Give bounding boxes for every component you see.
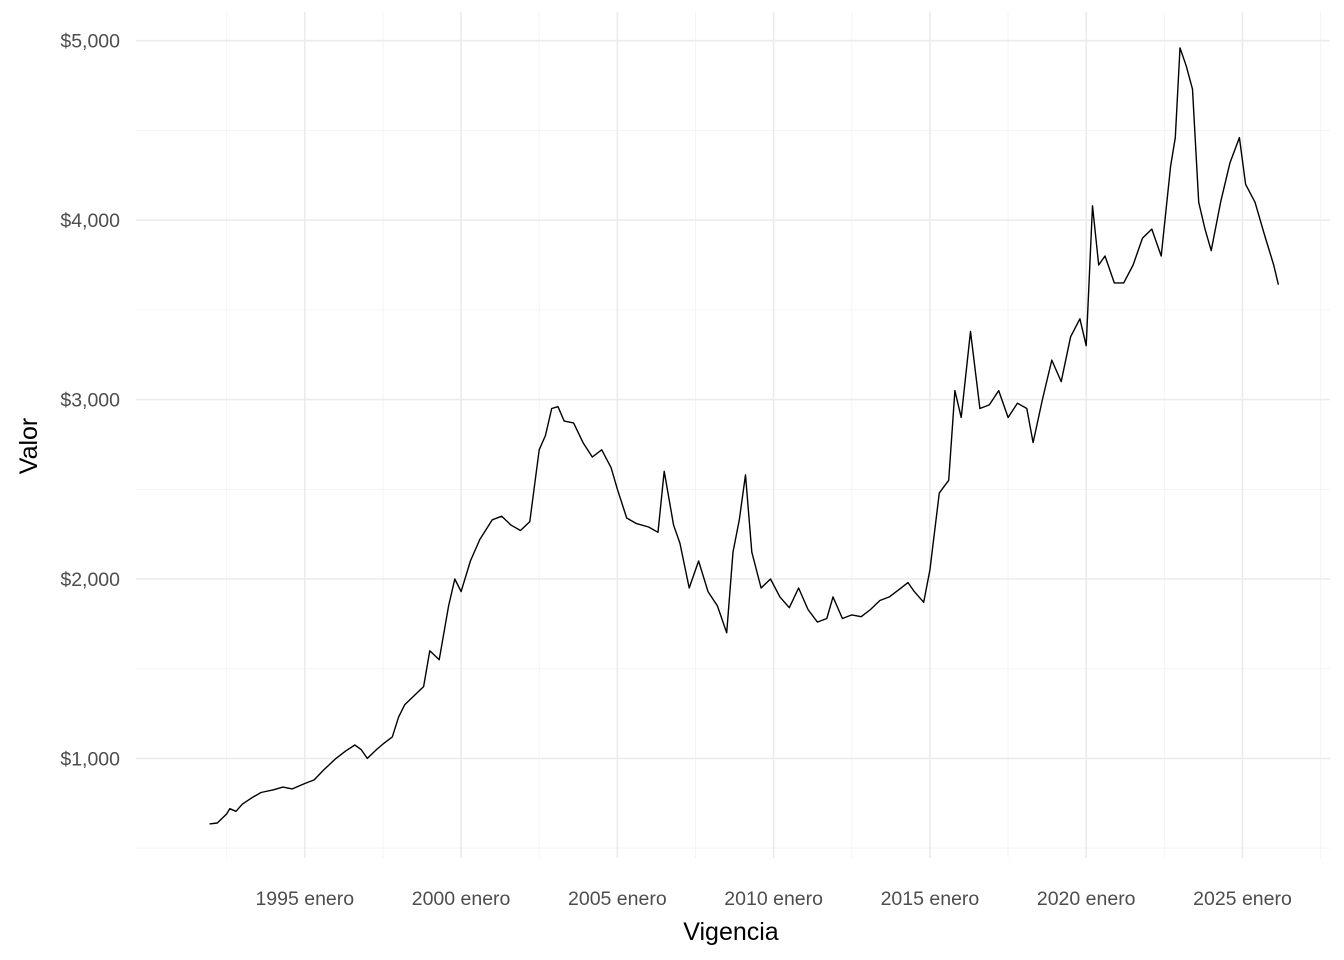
x-axis-tick-labels: 1995 enero 2000 enero 2005 enero 2010 enero… xyxy=(255,888,1292,910)
x-tick-label: 2025 enero xyxy=(1193,888,1292,910)
x-tick-label: 2015 enero xyxy=(881,888,980,910)
major-gridlines-y xyxy=(136,39,1330,760)
y-tick-label: $1,000 xyxy=(60,748,120,770)
y-tick-label: $2,000 xyxy=(60,569,120,591)
x-tick-label: 2000 enero xyxy=(412,888,511,910)
series-line xyxy=(209,47,1280,825)
x-axis-title: Vigencia xyxy=(683,918,779,946)
major-gridlines-x xyxy=(303,12,1244,858)
y-axis-title: Valor xyxy=(15,418,43,475)
x-tick-label: 2020 enero xyxy=(1037,888,1136,910)
minor-gridlines-y xyxy=(136,129,1330,849)
x-tick-label: 2010 enero xyxy=(724,888,823,910)
y-tick-label: $3,000 xyxy=(60,390,120,412)
y-axis-tick-labels: $1,000 $2,000 $3,000 $4,000 $5,000 xyxy=(60,31,120,771)
x-tick-label: 2005 enero xyxy=(568,888,667,910)
y-tick-label: $5,000 xyxy=(60,31,120,53)
minor-gridlines-x xyxy=(226,12,1322,858)
x-tick-label: 1995 enero xyxy=(255,888,354,910)
y-tick-label: $4,000 xyxy=(60,210,120,232)
